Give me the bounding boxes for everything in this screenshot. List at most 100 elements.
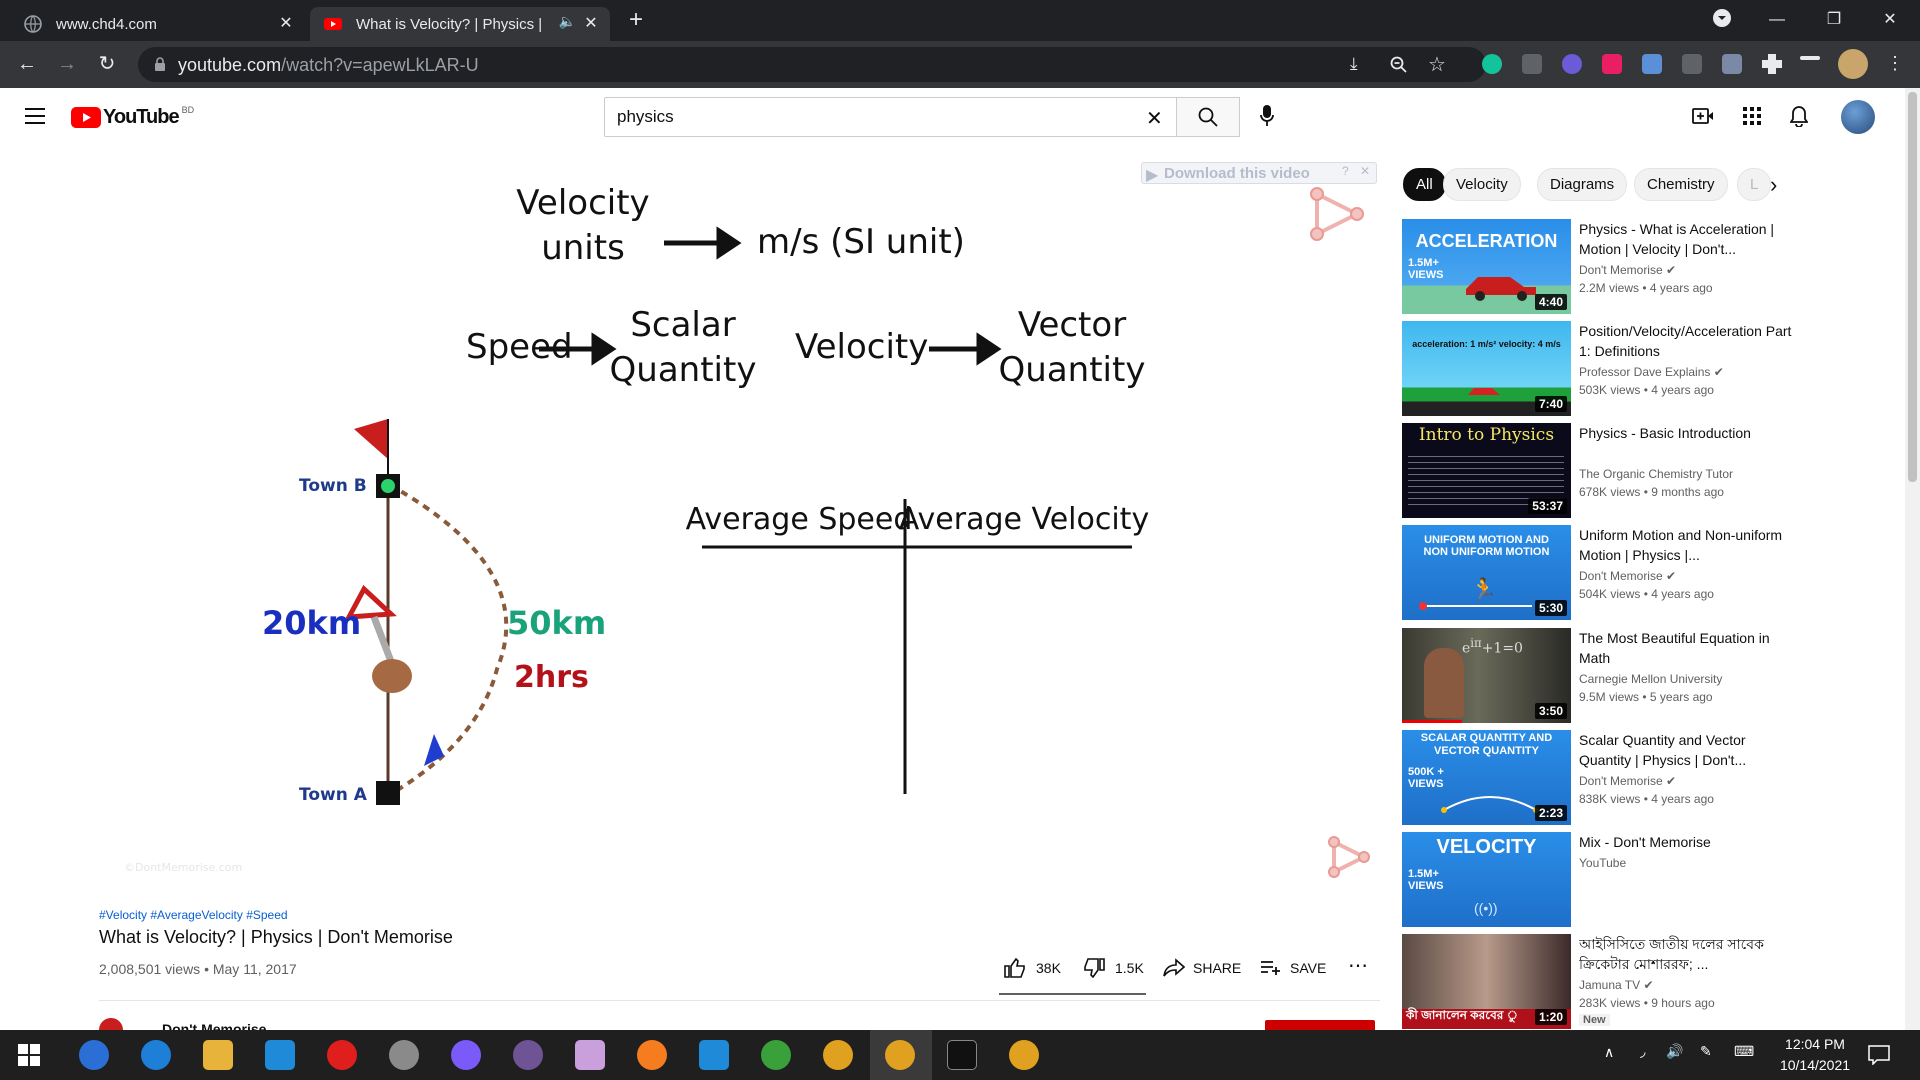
search-box[interactable]: ✕	[604, 97, 1177, 137]
page-scrollbar[interactable]	[1905, 88, 1920, 1030]
dislike-button[interactable]: 1.5K	[1083, 958, 1144, 978]
notifications-bell-icon[interactable]	[1790, 105, 1808, 127]
extension-icon[interactable]	[1682, 54, 1702, 74]
recommendation-item[interactable]: SCALAR QUANTITY AND VECTOR QUANTITY 500K…	[1402, 730, 1902, 826]
share-button[interactable]: SHARE	[1163, 958, 1241, 978]
recommendation-item[interactable]: acceleration: 1 m/s² velocity: 4 m/s 7:4…	[1402, 321, 1902, 417]
more-actions-icon[interactable]: ⋯	[1348, 955, 1368, 977]
zoom-icon[interactable]	[1390, 56, 1408, 74]
chip-chemistry[interactable]: Chemistry	[1634, 168, 1728, 201]
vscode-icon[interactable]	[699, 1040, 729, 1070]
search-input[interactable]	[605, 98, 1105, 136]
notification-center-icon[interactable]	[1868, 1045, 1890, 1065]
rec-title[interactable]: Uniform Motion and Non-uniform Motion | …	[1579, 527, 1783, 563]
rec-title[interactable]: Position/Velocity/Acceleration Part 1: D…	[1579, 323, 1792, 359]
recommendation-item[interactable]: ACCELERATION 1.5M+ VIEWS 4:40 Physics - …	[1402, 219, 1902, 315]
video-thumbnail[interactable]: Intro to Physics 53:37	[1402, 423, 1571, 518]
chrome-icon[interactable]	[1009, 1040, 1039, 1070]
mail-icon[interactable]	[265, 1040, 295, 1070]
tab-search-dropdown-icon[interactable]	[1710, 8, 1734, 32]
messenger-icon[interactable]	[451, 1040, 481, 1070]
download-extension-icon[interactable]	[1642, 54, 1662, 74]
rec-channel[interactable]: Carnegie Mellon University	[1579, 672, 1723, 686]
maximize-button[interactable]: ❐	[1826, 11, 1842, 28]
edge-icon[interactable]	[141, 1040, 171, 1070]
chrome-menu-icon[interactable]: ⋮	[1886, 53, 1904, 73]
rec-title[interactable]: The Most Beautiful Equation in Math	[1579, 630, 1770, 666]
clock-date[interactable]: 10/14/2021	[1779, 1057, 1851, 1073]
chrome-icon[interactable]	[885, 1040, 915, 1070]
like-button[interactable]: 38K	[1004, 958, 1061, 978]
recommendation-item[interactable]: VELOCITY 1.5M+ VIEWS ((•)) Mix - Don't M…	[1402, 832, 1902, 928]
network-icon[interactable]: ◞	[1640, 1043, 1646, 1059]
apps-grid-icon[interactable]	[1743, 107, 1761, 125]
video-thumbnail[interactable]: UNIFORM MOTION AND NON UNIFORM MOTION 🏃 …	[1402, 525, 1571, 620]
recommendation-item[interactable]: Intro to Physics 53:37 Physics - Basic I…	[1402, 423, 1902, 519]
rec-title[interactable]: Physics - What is Acceleration | Motion …	[1579, 221, 1775, 257]
create-video-icon[interactable]	[1692, 107, 1714, 125]
reading-list-icon[interactable]	[1800, 56, 1820, 60]
rec-channel[interactable]: The Organic Chemistry Tutor	[1579, 467, 1734, 481]
clear-search-icon[interactable]: ✕	[1146, 108, 1163, 130]
video-thumbnail[interactable]: ACCELERATION 1.5M+ VIEWS 4:40	[1402, 219, 1571, 314]
windows-start-icon[interactable]	[18, 1044, 40, 1066]
pen-icon[interactable]: ✎	[1700, 1043, 1712, 1059]
chip-velocity[interactable]: Velocity	[1443, 168, 1521, 201]
video-thumbnail[interactable]: acceleration: 1 m/s² velocity: 4 m/s 7:4…	[1402, 321, 1571, 416]
hamburger-menu-icon[interactable]	[24, 107, 46, 125]
back-button[interactable]: ←	[17, 53, 37, 75]
puzzle-extensions-icon[interactable]	[1762, 54, 1782, 74]
bookmark-star-icon[interactable]: ☆	[1428, 54, 1446, 76]
rec-title[interactable]: Physics - Basic Introduction	[1579, 425, 1751, 441]
rec-title[interactable]: Mix - Don't Memorise	[1579, 834, 1711, 850]
account-avatar[interactable]	[1841, 100, 1875, 134]
channel-name[interactable]: Don't Memorise	[162, 1021, 267, 1030]
video-thumbnail[interactable]: VELOCITY 1.5M+ VIEWS ((•))	[1402, 832, 1571, 927]
qbittorrent-icon[interactable]	[79, 1040, 109, 1070]
tab-close-icon[interactable]: ✕	[279, 15, 293, 32]
subscribe-button[interactable]	[1265, 1020, 1375, 1030]
rec-channel[interactable]: Don't Memorise ✔	[1579, 774, 1677, 788]
rec-channel[interactable]: Jamuna TV ✔	[1579, 978, 1654, 992]
rec-channel[interactable]: Don't Memorise ✔	[1579, 263, 1677, 277]
grammarly-extension-icon[interactable]	[1482, 54, 1502, 74]
speaker-muted-icon[interactable]: 🔈	[558, 13, 576, 29]
chips-next-chevron-icon[interactable]: ›	[1770, 172, 1778, 197]
github-desktop-icon[interactable]	[513, 1040, 543, 1070]
volume-icon[interactable]: 🔊	[1666, 1043, 1684, 1059]
app-icon[interactable]	[389, 1040, 419, 1070]
terminal-icon[interactable]	[947, 1040, 977, 1070]
firefox-icon[interactable]	[637, 1040, 667, 1070]
camera-extension-icon[interactable]	[1522, 54, 1542, 74]
chrome-icon[interactable]	[823, 1040, 853, 1070]
clock-time[interactable]: 12:04 PM	[1785, 1036, 1845, 1052]
close-overlay-icon[interactable]: ✕	[1360, 164, 1371, 178]
download-video-overlay[interactable]: ▶ Download this video ? ✕	[1141, 162, 1377, 184]
file-explorer-icon[interactable]	[203, 1040, 233, 1070]
recommendation-item[interactable]: UNIFORM MOTION AND NON UNIFORM MOTION 🏃 …	[1402, 525, 1902, 621]
scrollbar-thumb[interactable]	[1908, 92, 1917, 482]
rec-channel[interactable]: Don't Memorise ✔	[1579, 569, 1677, 583]
forward-button[interactable]: →	[57, 53, 77, 75]
flag-extension-icon[interactable]	[1602, 54, 1622, 74]
video-thumbnail[interactable]: কী জানালেন করবের ু 1:20	[1402, 934, 1571, 1029]
tab-chd4[interactable]: www.chd4.com ✕	[0, 7, 305, 41]
new-tab-button[interactable]: +	[628, 6, 643, 33]
tab-youtube-active[interactable]: What is Velocity? | Physics | D 🔈 ✕	[310, 7, 610, 41]
save-button[interactable]: SAVE	[1260, 958, 1326, 978]
search-button[interactable]	[1176, 97, 1240, 137]
rec-channel[interactable]: Professor Dave Explains ✔	[1579, 365, 1724, 379]
hashtags[interactable]: #Velocity #AverageVelocity #Speed	[99, 908, 288, 922]
video-thumbnail[interactable]: eiπ+1=0 3:50	[1402, 628, 1571, 723]
chip-diagrams[interactable]: Diagrams	[1537, 168, 1628, 201]
close-window-button[interactable]: ✕	[1883, 11, 1897, 28]
rec-title[interactable]: আইসিসিতে জাতীয় দলের সাবেক ক্রিকেটার মোশ…	[1579, 936, 1764, 972]
voice-search-icon[interactable]	[1260, 105, 1274, 127]
pen-extension-icon[interactable]	[1722, 54, 1742, 74]
extension-icon[interactable]	[1562, 54, 1582, 74]
chip-all[interactable]: All	[1403, 168, 1446, 201]
app-icon[interactable]	[761, 1040, 791, 1070]
show-hidden-icons-icon[interactable]: ∧	[1604, 1044, 1615, 1060]
recommendation-item[interactable]: কী জানালেন করবের ু 1:20 আইসিসিতে জাতীয় …	[1402, 934, 1902, 1030]
rec-title[interactable]: Scalar Quantity and Vector Quantity | Ph…	[1579, 732, 1747, 768]
